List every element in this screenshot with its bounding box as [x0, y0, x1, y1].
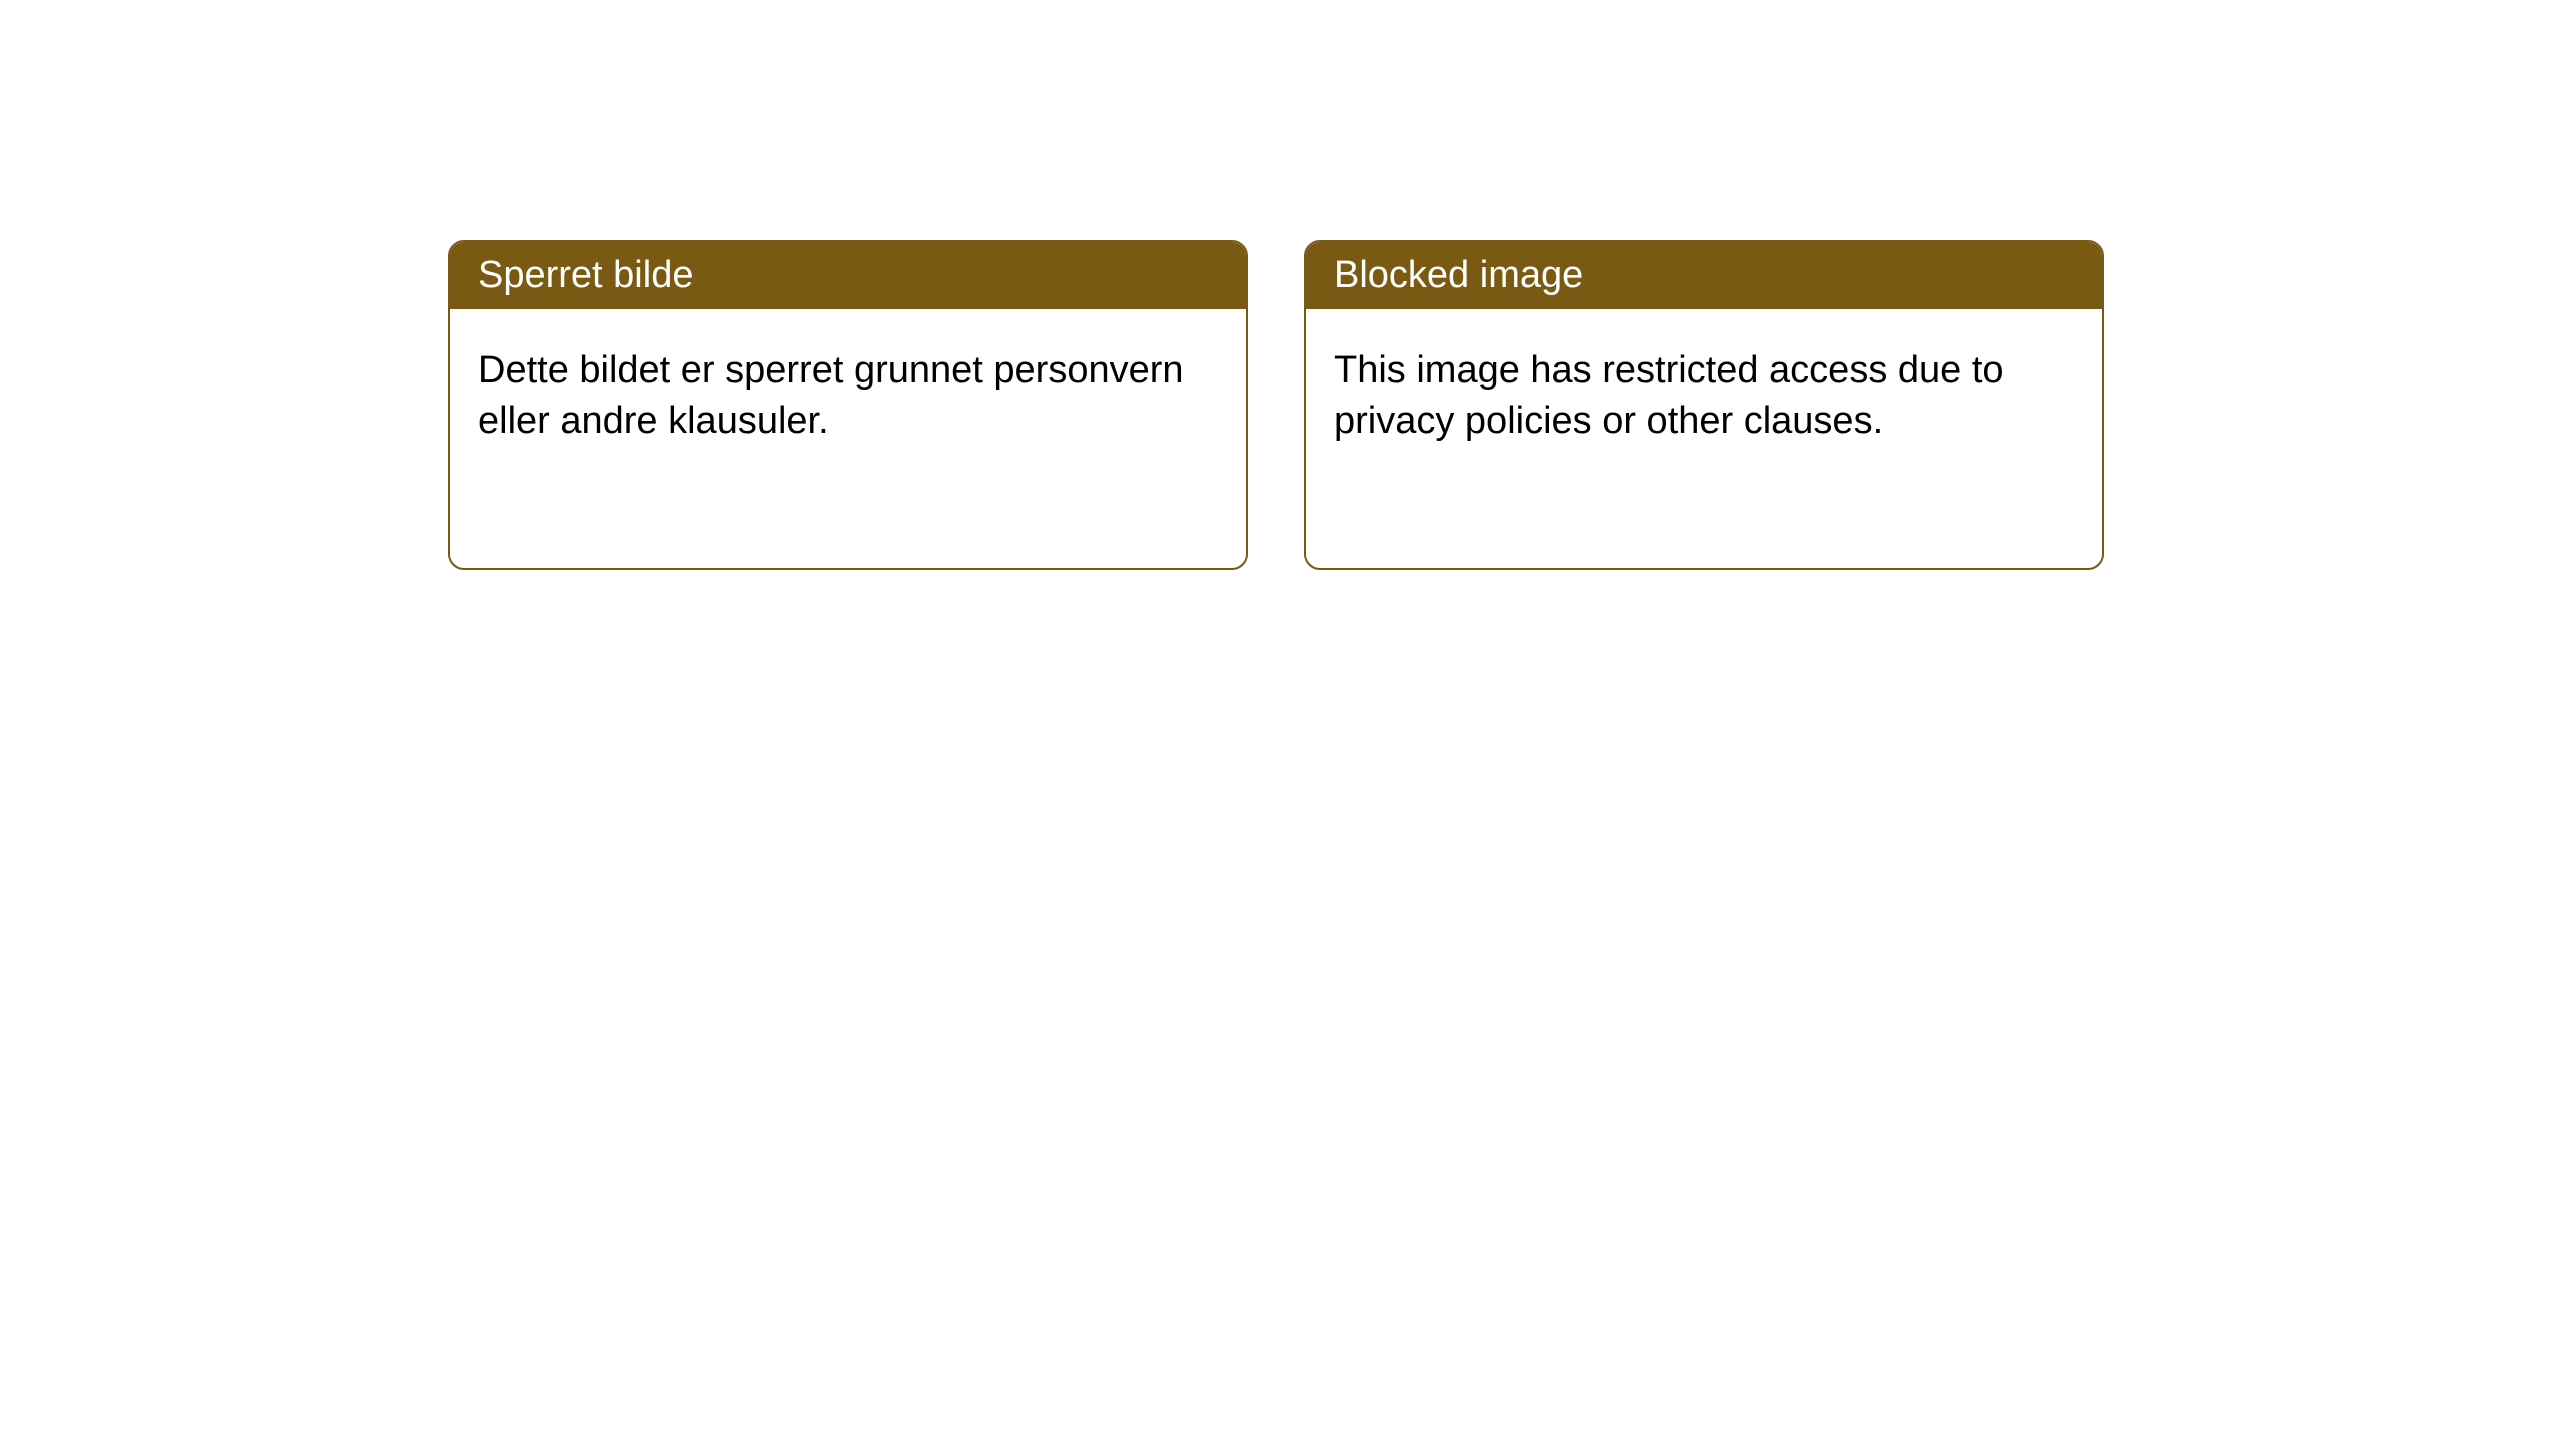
card-header-no: Sperret bilde — [450, 242, 1246, 309]
blocked-image-card-en: Blocked image This image has restricted … — [1304, 240, 2104, 570]
card-header-en: Blocked image — [1306, 242, 2102, 309]
card-body-text: This image has restricted access due to … — [1334, 349, 2004, 442]
card-body-text: Dette bildet er sperret grunnet personve… — [478, 349, 1184, 442]
blocked-image-cards-container: Sperret bilde Dette bildet er sperret gr… — [448, 240, 2560, 570]
card-body-no: Dette bildet er sperret grunnet personve… — [450, 309, 1246, 484]
card-body-en: This image has restricted access due to … — [1306, 309, 2102, 484]
blocked-image-card-no: Sperret bilde Dette bildet er sperret gr… — [448, 240, 1248, 570]
card-header-text: Blocked image — [1334, 254, 1583, 296]
card-header-text: Sperret bilde — [478, 254, 693, 296]
